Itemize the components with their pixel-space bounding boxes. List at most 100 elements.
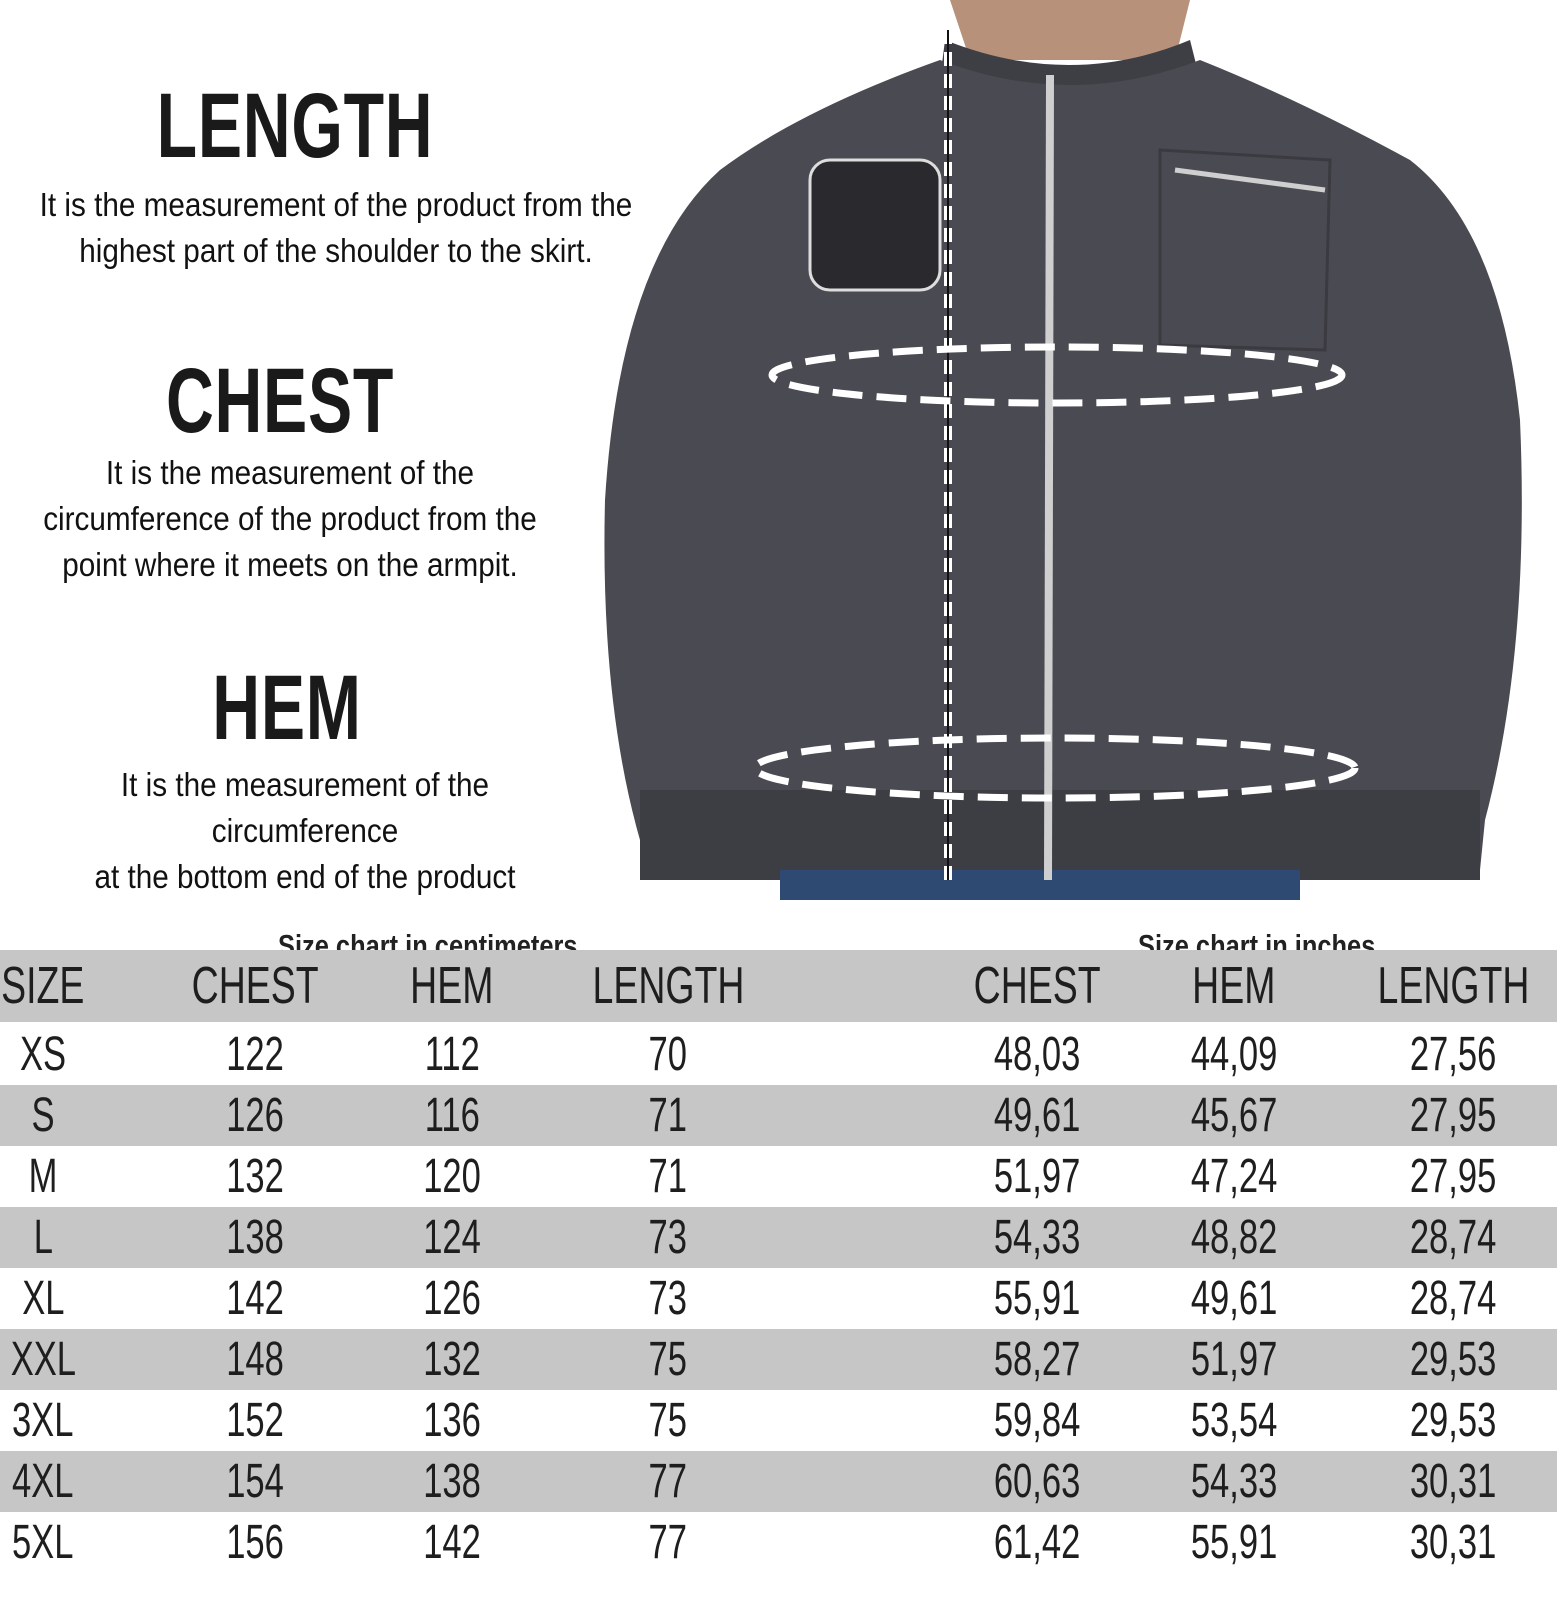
table-row: 5XL 156 142 77 61,42 55,91 30,31 <box>0 1512 1557 1573</box>
cell-text: 58,27 <box>993 1333 1081 1386</box>
chest-description: It is the measurement of the circumferen… <box>29 450 551 588</box>
table-cell: 126 <box>352 1268 552 1329</box>
table-cell: 3XL <box>0 1390 143 1451</box>
table-cell: 77 <box>568 1451 768 1512</box>
table-cell: 73 <box>568 1207 768 1268</box>
table-cell: 73 <box>568 1268 768 1329</box>
table-cell: LENGTH <box>1353 950 1553 1022</box>
table-cell: 152 <box>155 1390 355 1451</box>
cell-text: 77 <box>648 1516 688 1569</box>
table-header-row: SIZE CHEST HEM LENGTH CHEST HEM LENGTH <box>0 950 1557 1022</box>
text-line: highest part of the shoulder to the skir… <box>79 232 593 269</box>
table-cell: CHEST <box>937 950 1137 1022</box>
table-cell: 112 <box>352 1024 552 1085</box>
table-cell: 75 <box>568 1329 768 1390</box>
table-cell: XS <box>0 1024 143 1085</box>
table-row: 4XL 154 138 77 60,63 54,33 30,31 <box>0 1451 1557 1512</box>
cell-text: 54,33 <box>993 1211 1081 1264</box>
table-cell: 54,33 <box>1134 1451 1334 1512</box>
patch <box>808 158 942 292</box>
table-cell: 27,95 <box>1353 1146 1553 1207</box>
cell-text: 126 <box>423 1272 481 1325</box>
main-zipper <box>1044 74 1054 881</box>
cell-text: 47,24 <box>1190 1150 1278 1203</box>
table-cell: L <box>0 1207 143 1268</box>
cell-text: 73 <box>648 1211 688 1264</box>
cell-text: 70 <box>648 1028 688 1081</box>
table-row: L 138 124 73 54,33 48,82 28,74 <box>0 1207 1557 1268</box>
cell-text: 55,91 <box>1190 1516 1278 1569</box>
cell-text: 138 <box>423 1455 481 1508</box>
table-cell: 142 <box>155 1268 355 1329</box>
cell-text: 124 <box>423 1211 481 1264</box>
table-cell: 154 <box>155 1451 355 1512</box>
cell-text: 152 <box>226 1394 284 1447</box>
table-cell: 75 <box>568 1390 768 1451</box>
cell-text: 156 <box>226 1516 284 1569</box>
table-row: S 126 116 71 49,61 45,67 27,95 <box>0 1085 1557 1146</box>
table-cell: 148 <box>155 1329 355 1390</box>
table-cell: 120 <box>352 1146 552 1207</box>
table-row: XXL 148 132 75 58,27 51,97 29,53 <box>0 1329 1557 1390</box>
cell-text: 138 <box>226 1211 284 1264</box>
cell-text: XL <box>21 1272 65 1325</box>
cell-text: 30,31 <box>1409 1516 1497 1569</box>
chest-heading: CHEST <box>165 350 395 452</box>
table-cell: 54,33 <box>937 1207 1137 1268</box>
chest-dashed-ellipse <box>768 343 1346 407</box>
hem-band <box>640 790 1480 880</box>
table-cell: 48,03 <box>937 1024 1137 1085</box>
cell-text: 75 <box>648 1394 688 1447</box>
jeans <box>780 870 1300 900</box>
table-cell: 4XL <box>0 1451 143 1512</box>
cell-text: 61,42 <box>993 1516 1081 1569</box>
table-cell: 138 <box>352 1451 552 1512</box>
cell-text: 51,97 <box>1190 1333 1278 1386</box>
table-cell: 124 <box>352 1207 552 1268</box>
cell-text: 27,95 <box>1409 1089 1497 1142</box>
table-cell: 138 <box>155 1207 355 1268</box>
cell-text: 120 <box>423 1150 481 1203</box>
table-cell: 132 <box>155 1146 355 1207</box>
table-cell: SIZE <box>0 950 143 1022</box>
table-cell: 51,97 <box>1134 1329 1334 1390</box>
cell-text: 28,74 <box>1409 1211 1497 1264</box>
table-cell: 30,31 <box>1353 1451 1553 1512</box>
cell-text: 3XL <box>12 1394 74 1447</box>
neck-skin <box>950 0 1190 60</box>
table-cell: 5XL <box>0 1512 143 1573</box>
cell-text: 116 <box>424 1089 480 1142</box>
cell-text: CHEST <box>973 957 1101 1015</box>
table-cell: 49,61 <box>937 1085 1137 1146</box>
table-cell: 136 <box>352 1390 552 1451</box>
table-cell: XL <box>0 1268 143 1329</box>
table-cell: 132 <box>352 1329 552 1390</box>
text-line: It is the measurement of the circumferen… <box>120 766 490 849</box>
cell-text: S <box>31 1089 55 1142</box>
table-cell: 61,42 <box>937 1512 1137 1573</box>
cell-text: 53,54 <box>1190 1394 1278 1447</box>
cell-text: XS <box>19 1028 67 1081</box>
table-cell: 55,91 <box>937 1268 1137 1329</box>
table-cell: 29,53 <box>1353 1390 1553 1451</box>
pocket-zipper <box>1174 167 1326 193</box>
cell-text: 112 <box>424 1028 480 1081</box>
cell-text: 27,56 <box>1409 1028 1497 1081</box>
cell-text: 29,53 <box>1409 1394 1497 1447</box>
cell-text: 54,33 <box>1190 1455 1278 1508</box>
cell-text: 30,31 <box>1409 1455 1497 1508</box>
cell-text: 142 <box>423 1516 481 1569</box>
cell-text: 132 <box>226 1150 284 1203</box>
cell-text: 28,74 <box>1409 1272 1497 1325</box>
cell-text: 48,03 <box>993 1028 1081 1081</box>
table-row: XS 122 112 70 48,03 44,09 27,56 <box>0 1024 1557 1085</box>
cell-text: 148 <box>226 1333 284 1386</box>
table-cell: 29,53 <box>1353 1329 1553 1390</box>
cell-text: 27,95 <box>1409 1150 1497 1203</box>
table-cell: 71 <box>568 1085 768 1146</box>
text-line: circumference of the product from the <box>43 500 537 537</box>
table-cell: 49,61 <box>1134 1268 1334 1329</box>
pocket <box>1158 148 1332 352</box>
cell-text: 49,61 <box>993 1089 1081 1142</box>
length-description: It is the measurement of the product fro… <box>34 182 639 274</box>
